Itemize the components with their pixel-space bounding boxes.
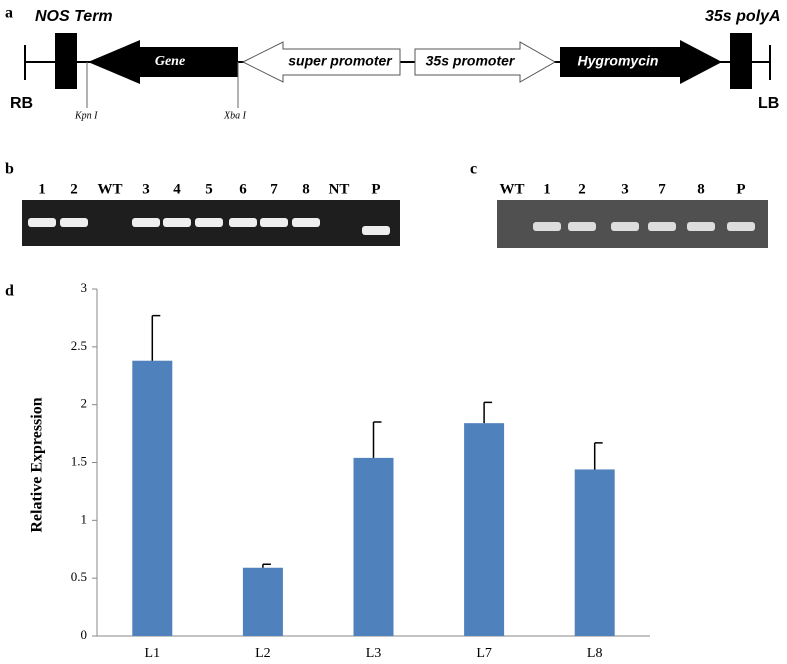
lane-label: 5: [205, 181, 213, 197]
error-bar: [262, 563, 271, 568]
lane-label: WT: [499, 181, 524, 197]
label: RB: [10, 95, 33, 112]
lane-label: 6: [239, 181, 247, 197]
bar: [464, 423, 505, 636]
gel-band: [60, 218, 88, 227]
label: 35s polyA: [705, 8, 781, 25]
bar: [132, 360, 173, 636]
gel-band: [260, 218, 288, 227]
lane-label: NT: [329, 181, 350, 197]
y-tick-label: 1.5: [71, 453, 87, 468]
gel-band: [229, 218, 257, 227]
label: Hygromycin: [578, 53, 659, 69]
gel-band: [533, 222, 561, 231]
polya-box: [730, 33, 752, 89]
label: Gene: [155, 54, 185, 69]
lane-label: 7: [270, 181, 278, 197]
y-tick-label: 0.5: [71, 569, 87, 584]
bar: [353, 457, 394, 636]
bar: [242, 567, 283, 636]
gel-band: [292, 218, 320, 227]
gel-band: [687, 222, 715, 231]
lane-label: 2: [578, 181, 586, 197]
y-tick-label: 1: [81, 511, 88, 526]
x-tick-label: L7: [476, 646, 492, 661]
label: Kpn I: [74, 110, 98, 121]
x-tick-label: L1: [145, 646, 161, 661]
lane-label: P: [736, 181, 745, 197]
super-promoter-arrow: [241, 41, 401, 83]
promoter-35s-arrow: [414, 41, 557, 83]
gel-band: [132, 218, 160, 227]
panel-label: c: [470, 161, 477, 178]
construct-diagram: a NOS Term 35s polyA RB LB Kpn I Xba I G…: [5, 5, 781, 122]
label: 35s promoter: [426, 53, 516, 69]
lane-label: 8: [302, 181, 310, 197]
hygromycin-arrow: [560, 40, 722, 84]
lane-label: 1: [543, 181, 551, 197]
error-bar: [483, 401, 493, 424]
y-tick-label: 0: [81, 627, 88, 642]
gel-band: [648, 222, 676, 231]
lane-label: 2: [70, 181, 78, 197]
lane-label: 3: [621, 181, 629, 197]
x-tick-label: L2: [255, 646, 271, 661]
gel-band: [727, 222, 755, 231]
x-tick-label: L8: [587, 646, 603, 661]
gel-band: [611, 222, 639, 231]
error-bar: [151, 314, 161, 361]
label: Xba I: [223, 110, 247, 121]
panel-label: d: [5, 283, 14, 300]
lane-label: 8: [697, 181, 705, 197]
nos-term-box: [55, 33, 77, 89]
x-tick-label: L3: [366, 646, 382, 661]
y-axis-label: Relative Expression: [29, 397, 46, 532]
lane-label: 1: [38, 181, 46, 197]
panel-label: a: [5, 5, 13, 22]
lane-label: 4: [173, 181, 181, 197]
label: NOS Term: [35, 8, 113, 25]
bar: [574, 469, 615, 636]
gene-arrow: [88, 40, 238, 84]
lane-label: 3: [142, 181, 150, 197]
label: super promoter: [288, 53, 393, 69]
gel-band: [163, 218, 191, 227]
panel-label: b: [5, 161, 14, 178]
lane-label: P: [371, 181, 380, 197]
gel-band: [195, 218, 223, 227]
error-bar: [372, 421, 382, 458]
lane-label: 7: [658, 181, 666, 197]
y-tick-label: 3: [81, 280, 88, 295]
y-tick-label: 2: [81, 396, 88, 411]
gel-band: [28, 218, 56, 227]
label: LB: [758, 95, 779, 112]
gel-band: [568, 222, 596, 231]
y-tick-label: 2.5: [71, 338, 87, 353]
error-bar: [593, 442, 603, 470]
gel-band: [362, 226, 390, 235]
lane-label: WT: [97, 181, 122, 197]
